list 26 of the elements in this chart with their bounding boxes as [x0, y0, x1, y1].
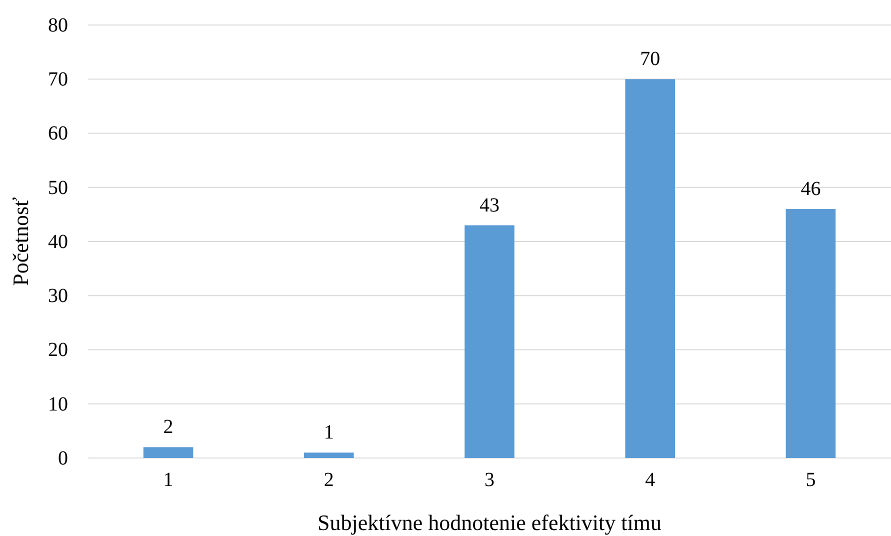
y-tick-label: 80	[48, 14, 68, 36]
y-tick-label: 30	[48, 285, 68, 308]
bar	[786, 209, 836, 458]
y-axis-title: Početnosť	[8, 196, 33, 286]
x-tick-label: 3	[484, 469, 494, 492]
bar	[143, 447, 194, 458]
x-tick-label: 4	[645, 469, 656, 492]
data-label: 46	[800, 178, 821, 200]
y-tick-label: 10	[48, 393, 68, 416]
data-label: 2	[163, 416, 174, 438]
bar	[625, 79, 675, 458]
y-tick-label: 50	[48, 176, 68, 199]
y-tick-label: 0	[58, 447, 68, 470]
x-tick-label: 1	[163, 469, 174, 492]
x-axis-title: Subjektívne hodnotenie efektivity tímu	[318, 510, 662, 535]
y-tick-label: 60	[48, 122, 68, 145]
data-label: 1	[324, 422, 334, 444]
x-tick-label: 5	[806, 469, 816, 492]
y-tick-label: 20	[48, 339, 68, 362]
data-label: 70	[640, 48, 660, 70]
x-tick-label: 2	[324, 469, 334, 492]
y-tick-label: 70	[48, 68, 68, 91]
data-label: 43	[480, 194, 500, 216]
bar	[464, 225, 514, 458]
y-tick-label: 40	[48, 230, 68, 253]
bar	[304, 452, 354, 458]
